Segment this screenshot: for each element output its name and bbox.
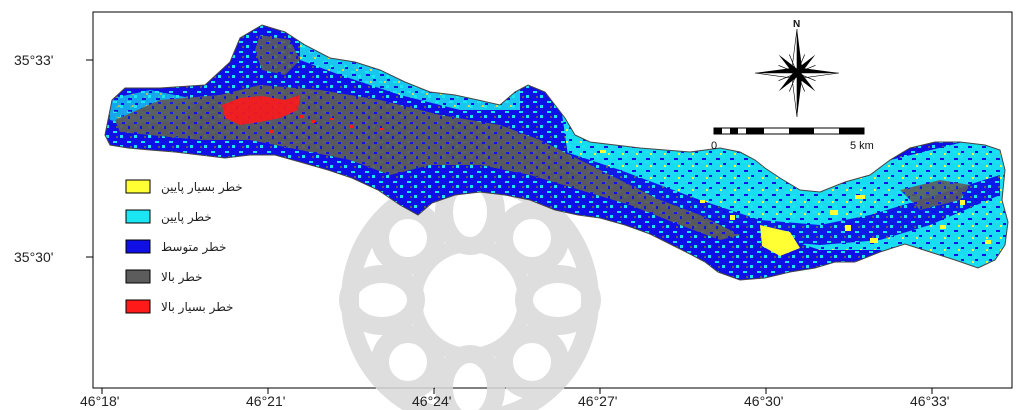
basin-outline (104, 24, 1009, 281)
north-label: N (793, 19, 800, 30)
legend-label: خطر بسیار پایین (161, 180, 243, 195)
longitude-label: 46°30' (744, 393, 783, 409)
legend-swatch (125, 209, 151, 224)
legend-label: خطر بالا (161, 270, 203, 285)
longitude-label: 46°21' (246, 393, 285, 409)
legend: خطر بسیار پایین خطر پایین خطر متوسط خطر … (125, 179, 243, 315)
zone-high-hazard (115, 85, 740, 240)
compass-rose-icon (754, 28, 840, 118)
latitude-label: 35°30' (14, 249, 53, 265)
legend-swatch (125, 239, 151, 254)
longitude-label: 46°24' (412, 393, 451, 409)
scale-end-label: 5 km (850, 140, 874, 152)
zone-very-high-hazard (222, 95, 300, 125)
legend-label: خطر متوسط (161, 240, 226, 255)
longitude-label: 46°18' (80, 393, 119, 409)
scale-bar (713, 127, 865, 135)
latitude-label: 35°33' (14, 52, 53, 68)
zone-very-low-hazard (600, 150, 991, 256)
longitude-label: 46°27' (578, 393, 617, 409)
axis-ticks (86, 59, 933, 394)
scale-start-label: 0 (711, 140, 717, 152)
legend-label: خطر بسیار بالا (161, 300, 233, 315)
legend-swatch (125, 299, 151, 314)
legend-label: خطر پایین (161, 210, 212, 225)
legend-swatch (125, 179, 151, 194)
legend-swatch (125, 269, 151, 284)
longitude-label: 46°33' (910, 393, 949, 409)
